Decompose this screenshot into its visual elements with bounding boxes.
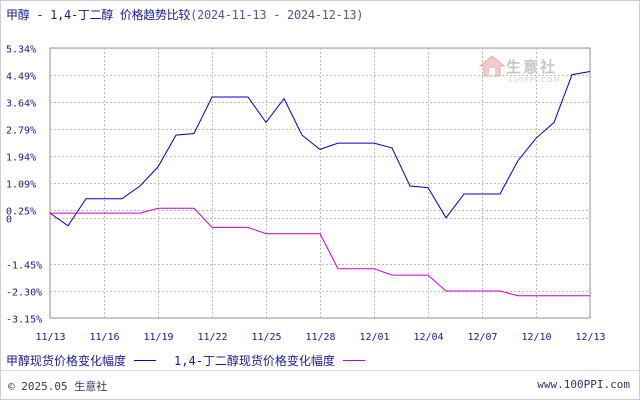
watermark-logo: 生意社 100PPI.COM [478,54,560,84]
x-tick-label: 12/07 [467,332,497,343]
x-tick-label: 12/13 [575,332,605,343]
x-tick-label: 12/04 [413,332,443,343]
x-tick-label: 11/16 [89,332,119,343]
legend-swatch-1 [342,360,365,361]
y-tick-label: 1.94% [6,153,36,164]
x-tick-label: 11/13 [35,332,65,343]
legend-label-1: 1,4-丁二醇现货价格变化幅度 [174,354,335,368]
x-tick-label: 11/22 [197,332,227,343]
series-line-1 [50,207,590,297]
series-line-0 [49,71,591,227]
y-tick-label: 1.09% [6,180,36,191]
footer-divider [0,370,640,371]
legend-label-0: 甲醇现货价格变化幅度 [6,354,127,368]
y-tick-label: 5.34% [6,45,36,56]
legend: 甲醇现货价格变化幅度 1,4-丁二醇现货价格变化幅度 [6,352,383,369]
x-tick-label: 11/28 [305,332,335,343]
y-tick-label: 0 [6,215,12,226]
footer-site-link[interactable]: www.100PPI.com [537,378,630,391]
x-tick-label: 12/10 [521,332,551,343]
watermark-url: 100PPI.COM [508,76,561,84]
y-tick-label: -1.45% [6,261,42,272]
chart-title: 甲醇 - 1,4-丁二醇 价格趋势比较(2024-11-13 - 2024-12… [6,6,364,23]
chart-title-range: (2024-11-13 - 2024-12-13) [190,8,364,22]
x-tick-label: 11/19 [143,332,173,343]
y-tick-label: 4.49% [6,72,36,83]
watermark-text: 生意社 [506,57,558,76]
y-tick-label: -3.15% [6,315,42,326]
legend-swatch-0 [134,360,157,361]
y-tick-label: 2.79% [6,126,36,137]
y-tick-label: -2.30% [6,288,42,299]
x-tick-label: 12/01 [359,332,389,343]
x-tick-label: 11/25 [251,332,281,343]
y-tick-label: 0.25% [6,207,36,218]
chart-title-main: 甲醇 - 1,4-丁二醇 价格趋势比较 [6,8,191,22]
y-tick-label: 3.64% [6,99,36,110]
footer-copyright: © 2025.05 生意社 [8,380,108,393]
